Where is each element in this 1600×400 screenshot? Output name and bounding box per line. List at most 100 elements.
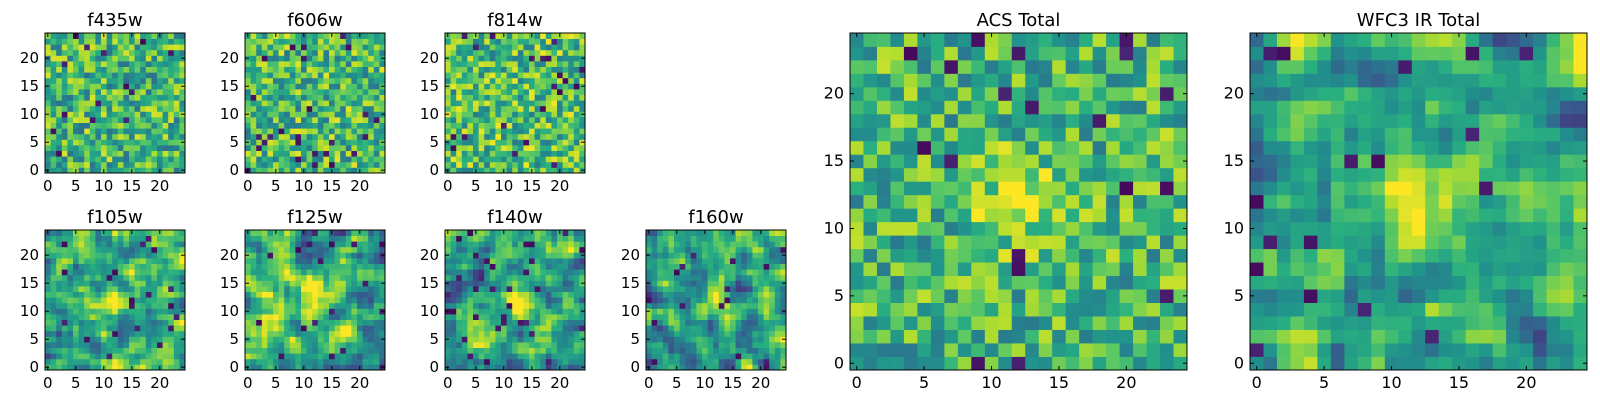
heatmap-cell bbox=[323, 325, 330, 332]
heatmap-cell bbox=[467, 61, 474, 67]
heatmap-cell bbox=[763, 342, 770, 348]
heatmap-cell bbox=[467, 347, 474, 354]
heatmap-cell bbox=[478, 319, 485, 326]
heatmap-cell bbox=[545, 167, 552, 174]
heatmap-cell bbox=[707, 353, 714, 360]
heatmap-cell bbox=[450, 89, 457, 95]
heatmap-cell bbox=[730, 291, 736, 298]
heatmap-cell bbox=[512, 72, 519, 79]
heatmap-cell bbox=[351, 235, 358, 242]
heatmap-cell bbox=[134, 89, 141, 95]
heatmap-cell bbox=[456, 49, 463, 56]
heatmap-cell bbox=[112, 364, 119, 371]
heatmap-cell bbox=[112, 230, 119, 236]
heatmap-cell bbox=[557, 139, 563, 146]
heatmap-cell bbox=[724, 280, 731, 287]
heatmap-cell bbox=[456, 167, 463, 174]
heatmap-cell bbox=[741, 246, 748, 253]
heatmap-cell bbox=[551, 105, 558, 112]
heatmap-cell bbox=[256, 291, 263, 298]
heatmap-cell bbox=[903, 194, 918, 209]
heatmap-cell bbox=[73, 291, 79, 298]
heatmap-cell bbox=[250, 111, 257, 118]
heatmap-cell bbox=[523, 308, 530, 315]
heatmap-cell bbox=[284, 133, 291, 140]
heatmap-cell bbox=[357, 61, 363, 67]
heatmap-cell bbox=[730, 252, 736, 259]
heatmap-cell bbox=[317, 235, 324, 242]
heatmap-cell bbox=[1173, 275, 1188, 290]
heatmap-cell bbox=[368, 252, 375, 259]
heatmap-cell bbox=[129, 100, 135, 107]
heatmap-cell bbox=[278, 252, 285, 259]
heatmap-cell bbox=[1160, 221, 1174, 236]
heatmap-cell bbox=[467, 241, 474, 248]
heatmap-cell bbox=[506, 33, 513, 39]
heatmap-cell bbox=[140, 258, 147, 264]
heatmap-cell bbox=[540, 319, 547, 326]
heatmap-cell bbox=[151, 49, 158, 56]
heatmap-cell bbox=[478, 145, 485, 151]
heatmap-cell bbox=[334, 145, 341, 151]
heatmap-cell bbox=[173, 258, 180, 264]
heatmap-cell bbox=[151, 252, 158, 259]
heatmap-cell bbox=[540, 72, 547, 79]
heatmap-cell bbox=[373, 128, 380, 135]
heatmap-cell bbox=[112, 150, 119, 157]
heatmap-cell bbox=[329, 308, 335, 315]
heatmap-cell bbox=[573, 308, 580, 315]
heatmap-cell bbox=[334, 291, 341, 298]
heatmap-cell bbox=[579, 286, 586, 292]
heatmap-cell bbox=[129, 319, 135, 326]
heatmap-cell bbox=[562, 274, 569, 281]
heatmap-cell bbox=[129, 133, 135, 140]
heatmap-cell bbox=[696, 241, 703, 248]
heatmap-cell bbox=[106, 139, 113, 146]
heatmap-cell bbox=[95, 258, 102, 264]
heatmap-cell bbox=[724, 230, 731, 236]
heatmap-cell bbox=[151, 314, 158, 320]
heatmap-cell bbox=[78, 72, 85, 79]
heatmap-cell bbox=[78, 117, 85, 123]
heatmap-cell bbox=[903, 181, 918, 196]
heatmap-cell bbox=[261, 77, 268, 84]
heatmap-cell bbox=[662, 353, 669, 360]
heatmap-cell bbox=[512, 364, 519, 371]
heatmap-cell bbox=[562, 353, 569, 360]
heatmap-cell bbox=[501, 302, 507, 309]
heatmap-cell bbox=[67, 167, 74, 174]
heatmap-cell bbox=[495, 274, 502, 281]
heatmap-cell bbox=[84, 235, 91, 242]
heatmap-cell bbox=[379, 122, 386, 129]
heatmap-cell bbox=[685, 353, 692, 360]
heatmap-cell bbox=[73, 100, 79, 107]
heatmap-cell bbox=[50, 161, 57, 168]
heatmap-cell bbox=[351, 89, 358, 95]
heatmap-cell bbox=[529, 156, 535, 163]
heatmap-cell bbox=[484, 44, 491, 51]
heatmap-cell bbox=[329, 325, 335, 332]
heatmap-cell bbox=[179, 302, 186, 309]
heatmap-cell bbox=[289, 61, 296, 67]
heatmap-cell bbox=[450, 38, 457, 45]
heatmap-cell bbox=[523, 246, 530, 253]
y-tick-label: 10 bbox=[420, 105, 439, 123]
heatmap-cell bbox=[168, 336, 175, 343]
heatmap-cell bbox=[273, 55, 279, 62]
heatmap-cell bbox=[579, 38, 586, 45]
heatmap-cell bbox=[506, 269, 513, 276]
heatmap-cell bbox=[876, 343, 891, 357]
heatmap-cell bbox=[573, 353, 580, 360]
heatmap-cell bbox=[245, 44, 251, 51]
heatmap-cell bbox=[573, 145, 580, 151]
heatmap-cell bbox=[1052, 302, 1067, 317]
heatmap-cell bbox=[984, 235, 999, 250]
heatmap-cell bbox=[562, 347, 569, 354]
heatmap-cell bbox=[562, 38, 569, 45]
heatmap-cell bbox=[467, 66, 474, 73]
heatmap-cell bbox=[162, 100, 169, 107]
heatmap-cell bbox=[679, 280, 686, 287]
heatmap-cell bbox=[568, 286, 575, 292]
heatmap-cell bbox=[930, 248, 945, 263]
heatmap-cell bbox=[579, 347, 586, 354]
